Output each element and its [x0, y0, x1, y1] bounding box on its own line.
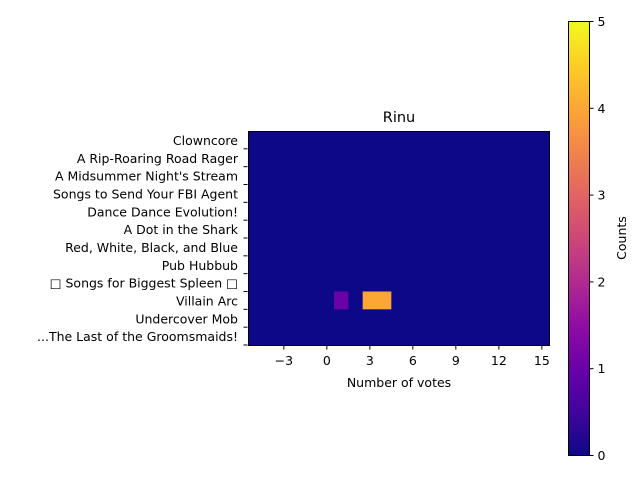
colorbar-tick-label: 4: [598, 101, 606, 116]
heatmap-cell: [334, 291, 349, 310]
y-tick-label: Undercover Mob: [135, 311, 238, 326]
chart-title: Rinu: [383, 110, 415, 126]
y-tick-label: Clowncore: [173, 133, 238, 148]
y-tick-label: □ Songs for Biggest Spleen □: [50, 276, 238, 291]
y-tick-label: Songs to Send Your FBI Agent: [53, 186, 238, 201]
colorbar-tick-label: 5: [598, 14, 606, 29]
y-tick-label: Pub Hubbub: [162, 258, 238, 273]
heatmap-cell: [362, 291, 377, 310]
x-tick-label: 6: [409, 353, 417, 368]
y-tick-label: A Dot in the Shark: [124, 222, 239, 237]
heatmap-cell: [377, 291, 392, 310]
x-tick-label: 9: [452, 353, 460, 368]
x-tick-label: −3: [275, 353, 293, 368]
colorbar-label: Counts: [614, 216, 629, 260]
x-axis-label: Number of votes: [347, 375, 451, 390]
y-tick-label: Villain Arc: [176, 293, 238, 308]
x-tick-label: 3: [366, 353, 374, 368]
colorbar-tick-label: 3: [598, 188, 606, 203]
y-tick-label: A Midsummer Night's Stream: [55, 169, 238, 184]
x-tick-label: 15: [534, 353, 550, 368]
y-tick-label: A Rip-Roaring Road Rager: [77, 151, 239, 166]
colorbar-tick-label: 2: [598, 274, 606, 289]
y-tick-label: Red, White, Black, and Blue: [65, 240, 238, 255]
colorbar-gradient: [568, 21, 590, 456]
x-tick-label: 12: [491, 353, 507, 368]
colorbar-tick-label: 1: [598, 361, 606, 376]
y-tick-label: Dance Dance Evolution!: [87, 204, 238, 219]
x-tick-label: 0: [323, 353, 331, 368]
heatmap-background: [248, 131, 549, 345]
colorbar-tick-label: 0: [598, 448, 606, 463]
y-tick-label: ...The Last of the Groomsmaids!: [37, 329, 238, 344]
plot-frame: [248, 131, 550, 346]
